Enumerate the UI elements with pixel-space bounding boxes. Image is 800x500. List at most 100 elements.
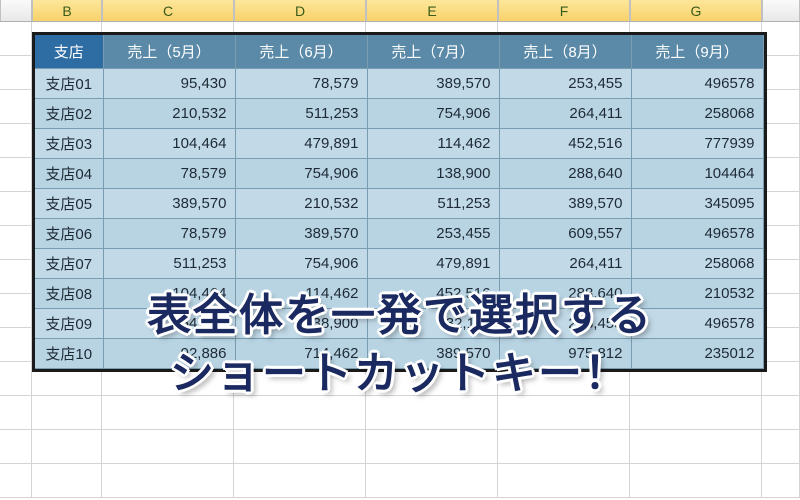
grid-cell[interactable] <box>32 464 102 498</box>
row-label-cell[interactable]: 支店06 <box>35 219 103 249</box>
data-cell[interactable]: 104,464 <box>103 129 235 159</box>
data-cell[interactable]: 78,579 <box>235 69 367 99</box>
data-cell[interactable]: 389,570 <box>103 189 235 219</box>
grid-cell[interactable] <box>102 396 234 430</box>
table-row[interactable]: 支店03104,464479,891114,462452,516777939 <box>35 129 763 159</box>
row-label-cell[interactable]: 支店03 <box>35 129 103 159</box>
data-cell[interactable]: 264,411 <box>499 249 631 279</box>
column-header-F[interactable]: F <box>498 0 630 21</box>
grid-cell[interactable] <box>498 396 630 430</box>
row-label-cell[interactable]: 支店09 <box>35 309 103 339</box>
data-cell[interactable]: 92,886 <box>103 339 235 369</box>
grid-cell[interactable] <box>0 294 32 328</box>
data-cell[interactable]: 95,430 <box>103 69 235 99</box>
grid-cell[interactable] <box>630 396 762 430</box>
row-label-cell[interactable]: 支店08 <box>35 279 103 309</box>
selected-data-table[interactable]: 支店売上（5月）売上（6月）売上（7月）売上（8月）売上（9月）支店0195,4… <box>32 32 767 372</box>
data-cell[interactable]: 138,900 <box>367 159 499 189</box>
table-header[interactable]: 売上（6月） <box>235 35 367 69</box>
data-cell[interactable]: 264,411 <box>499 99 631 129</box>
grid-cell[interactable] <box>498 464 630 498</box>
data-cell[interactable]: 235012 <box>631 339 763 369</box>
grid-cell[interactable] <box>498 430 630 464</box>
grid-cell[interactable] <box>234 464 366 498</box>
grid-cell[interactable] <box>234 430 366 464</box>
data-cell[interactable]: 479,891 <box>235 129 367 159</box>
data-cell[interactable]: 389,570 <box>499 189 631 219</box>
grid-cell[interactable] <box>762 260 800 294</box>
table-row[interactable]: 支店0195,43078,579389,570253,455496578 <box>35 69 763 99</box>
data-cell[interactable]: 78,579 <box>103 219 235 249</box>
grid-cell[interactable] <box>366 430 498 464</box>
data-cell[interactable]: 496578 <box>631 69 763 99</box>
grid-cell[interactable] <box>630 464 762 498</box>
grid-cell[interactable] <box>0 430 32 464</box>
grid-cell[interactable] <box>0 362 32 396</box>
data-cell[interactable]: 511,253 <box>367 189 499 219</box>
data-cell[interactable]: 104464 <box>631 159 763 189</box>
data-cell[interactable]: 754,906 <box>103 309 235 339</box>
data-cell[interactable]: 258068 <box>631 99 763 129</box>
table-header[interactable]: 売上（5月） <box>103 35 235 69</box>
data-cell[interactable]: 210532 <box>631 279 763 309</box>
grid-cell[interactable] <box>234 396 366 430</box>
column-header-E[interactable]: E <box>366 0 498 21</box>
grid-cell[interactable] <box>762 158 800 192</box>
table-header[interactable]: 支店 <box>35 35 103 69</box>
table-row[interactable]: 支店07511,253754,906479,891264,411258068 <box>35 249 763 279</box>
grid-cell[interactable] <box>0 396 32 430</box>
data-cell[interactable]: 389,570 <box>235 219 367 249</box>
column-header-D[interactable]: D <box>234 0 366 21</box>
grid-cell[interactable] <box>0 226 32 260</box>
column-header-blank[interactable] <box>0 0 32 21</box>
data-cell[interactable]: 210,532 <box>103 99 235 129</box>
data-cell[interactable]: 609,557 <box>499 219 631 249</box>
table-row[interactable]: 支店08104,464114,462452,516288,640210532 <box>35 279 763 309</box>
row-label-cell[interactable]: 支店04 <box>35 159 103 189</box>
column-header-G[interactable]: G <box>630 0 762 21</box>
grid-cell[interactable] <box>762 226 800 260</box>
grid-cell[interactable] <box>0 328 32 362</box>
data-cell[interactable]: 975,812 <box>499 339 631 369</box>
data-cell[interactable]: 496578 <box>631 309 763 339</box>
column-header-B[interactable]: B <box>32 0 102 21</box>
data-cell[interactable]: 253,455 <box>499 309 631 339</box>
row-label-cell[interactable]: 支店10 <box>35 339 103 369</box>
column-header-C[interactable]: C <box>102 0 234 21</box>
grid-cell[interactable] <box>32 396 102 430</box>
data-cell[interactable]: 452,516 <box>367 279 499 309</box>
data-cell[interactable]: 78,579 <box>103 159 235 189</box>
row-label-cell[interactable]: 支店07 <box>35 249 103 279</box>
grid-cell[interactable] <box>762 430 800 464</box>
data-cell[interactable]: 532,115 <box>367 309 499 339</box>
data-cell[interactable]: 288,640 <box>499 279 631 309</box>
table-row[interactable]: 支店05389,570210,532511,253389,570345095 <box>35 189 763 219</box>
data-cell[interactable]: 754,906 <box>367 99 499 129</box>
grid-cell[interactable] <box>102 464 234 498</box>
grid-cell[interactable] <box>762 90 800 124</box>
grid-cell[interactable] <box>762 396 800 430</box>
data-cell[interactable]: 452,516 <box>499 129 631 159</box>
table-header[interactable]: 売上（9月） <box>631 35 763 69</box>
data-cell[interactable]: 479,891 <box>367 249 499 279</box>
data-cell[interactable]: 253,455 <box>367 219 499 249</box>
data-cell[interactable]: 754,906 <box>235 159 367 189</box>
grid-cell[interactable] <box>32 430 102 464</box>
table-row[interactable]: 支店02210,532511,253754,906264,411258068 <box>35 99 763 129</box>
grid-cell[interactable] <box>366 464 498 498</box>
data-cell[interactable]: 777939 <box>631 129 763 159</box>
grid-cell[interactable] <box>366 396 498 430</box>
table-row[interactable]: 支店09754,906138,900532,115253,455496578 <box>35 309 763 339</box>
grid-cell[interactable] <box>762 22 800 56</box>
grid-cell[interactable] <box>762 192 800 226</box>
table-row[interactable]: 支店1092,886714,462389,570975,812235012 <box>35 339 763 369</box>
data-cell[interactable]: 714,462 <box>235 339 367 369</box>
grid-cell[interactable] <box>0 192 32 226</box>
table-row[interactable]: 支店0478,579754,906138,900288,640104464 <box>35 159 763 189</box>
data-cell[interactable]: 253,455 <box>499 69 631 99</box>
grid-cell[interactable] <box>0 22 32 56</box>
grid-cell[interactable] <box>0 260 32 294</box>
data-cell[interactable]: 511,253 <box>235 99 367 129</box>
row-label-cell[interactable]: 支店05 <box>35 189 103 219</box>
data-cell[interactable]: 345095 <box>631 189 763 219</box>
